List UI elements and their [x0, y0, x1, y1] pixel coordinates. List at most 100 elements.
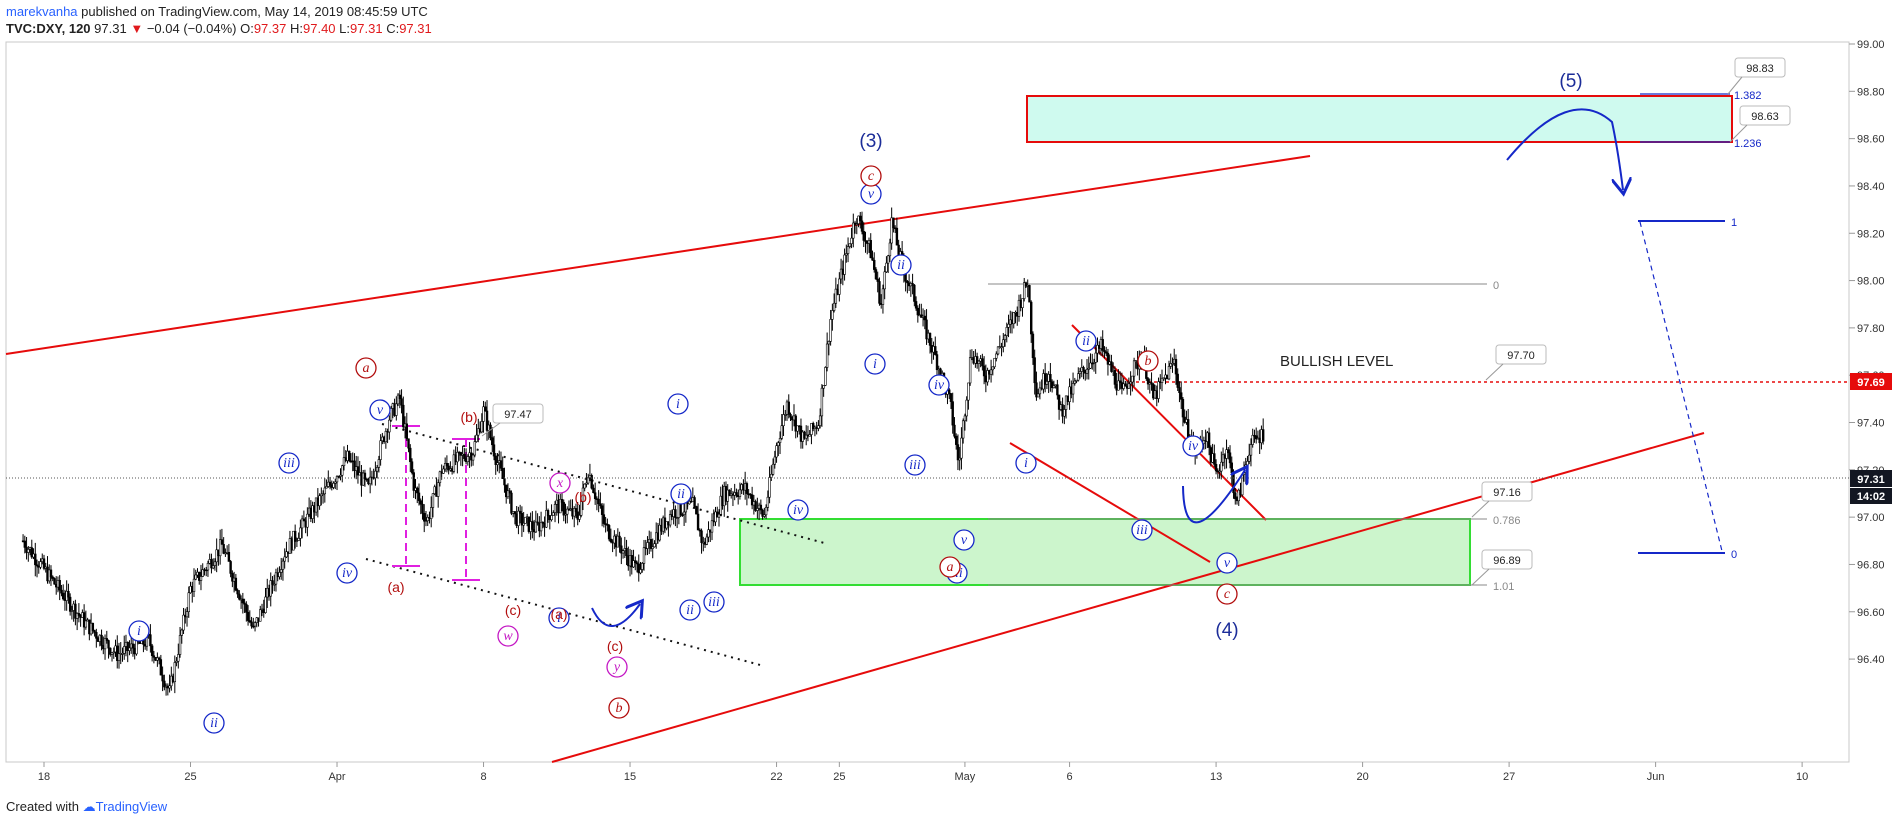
candle-body [886, 255, 890, 264]
callout-9883[interactable]: 98.83 [1727, 57, 1786, 95]
candle-body [1089, 362, 1092, 369]
candle-body [328, 481, 332, 486]
candle-body [977, 360, 981, 364]
low-value: 97.31 [350, 21, 383, 36]
candle-body [484, 406, 487, 412]
candle-body [205, 569, 208, 572]
candle-body [949, 393, 953, 402]
x-tick-label: 13 [1210, 771, 1222, 783]
fib-label-0786: 0.786 [1493, 515, 1521, 527]
candle-body [651, 546, 654, 549]
candle-body [299, 527, 302, 539]
projection-arrow-2[interactable] [1182, 470, 1245, 524]
candle-body [717, 513, 721, 518]
dotted-channel-lower[interactable] [365, 558, 765, 667]
candle-body [878, 281, 881, 304]
candle-body [784, 414, 787, 416]
tradingview-brand[interactable]: TradingView [95, 799, 168, 814]
candle-body [109, 647, 112, 655]
candle-body [293, 530, 297, 542]
candle-body [811, 423, 815, 429]
candle-body [1085, 369, 1089, 374]
wedge-lower-line[interactable] [1009, 442, 1211, 563]
author-link[interactable]: marekvanha [6, 4, 78, 19]
symbol-label[interactable]: TVC:DXY, 120 [6, 21, 91, 36]
y-tick-label: 97.80 [1857, 323, 1885, 335]
candle-body [1230, 462, 1233, 474]
candle-body [1033, 357, 1036, 384]
candle-body [185, 611, 189, 618]
candle-body [696, 513, 700, 531]
wave-label-blue: v [1224, 556, 1231, 571]
candle-body [39, 561, 42, 568]
candle-body [621, 550, 625, 554]
x-tick-label: Jun [1647, 771, 1665, 783]
candle-body [82, 612, 86, 628]
candle-body [1150, 382, 1153, 385]
candle-body [848, 243, 852, 247]
candle-body [850, 237, 853, 245]
candle-body [238, 593, 241, 600]
wave-label-blue: iv [934, 378, 945, 393]
wave-label-blue-ring [548, 607, 570, 629]
bullish-level-text: BULLISH LEVEL [1280, 353, 1393, 370]
candle-body [827, 341, 831, 345]
candle-body [409, 447, 412, 463]
candle-body [128, 647, 131, 651]
candle-body [843, 254, 846, 275]
projection-arrow-1[interactable] [591, 604, 640, 627]
candle-body [1174, 358, 1178, 375]
y-tick-label: 98.20 [1857, 228, 1885, 240]
candle-body [923, 315, 927, 321]
candle-body [245, 603, 248, 613]
candle-body [916, 307, 920, 316]
projection-dashed-line[interactable] [1639, 221, 1723, 552]
support-zone[interactable] [739, 518, 1471, 586]
candle-body [585, 482, 588, 485]
wave-label-magenta: y [612, 660, 621, 675]
wave-label-blue: ii [897, 258, 905, 273]
target-zone[interactable] [1026, 95, 1733, 143]
candle-body [252, 625, 255, 628]
candle-body [845, 253, 848, 256]
plot-area[interactable] [5, 41, 1850, 763]
projection-label-0: 0 [1731, 549, 1737, 561]
time-axis[interactable]: 18 25 Apr 8 15 22 25 May 6 13 20 27 Jun 10 [38, 762, 1808, 783]
candle-body [278, 572, 281, 578]
candle-body [1113, 370, 1117, 385]
candle-body [1202, 440, 1206, 444]
callout-9689[interactable]: 96.89 [1471, 549, 1533, 586]
candle-body [996, 346, 1000, 355]
wave-label-blue: iv [342, 566, 353, 581]
candle-body [1249, 444, 1253, 456]
candle-body [149, 634, 152, 647]
candle-body [1218, 470, 1221, 473]
current-price-tag: 97.31 [1850, 470, 1892, 487]
candle-body [1021, 298, 1024, 308]
candle-body [1077, 373, 1080, 381]
candle-body [388, 419, 391, 433]
callout-9716[interactable]: 97.16 [1471, 481, 1533, 518]
candle-body [1017, 299, 1021, 317]
candle-body [1101, 339, 1104, 351]
candle-body [524, 516, 527, 524]
candle-body [513, 511, 517, 515]
y-tick-label: 96.40 [1857, 654, 1885, 666]
callout-9770[interactable]: 97.70 [1485, 344, 1547, 381]
wave-label-red-ring [608, 697, 630, 719]
candle-body [95, 632, 98, 639]
callout-9863[interactable]: 98.63 [1729, 105, 1791, 143]
candle-body [883, 271, 886, 290]
channel-upper-line[interactable] [5, 155, 1311, 355]
y-tick-label: 96.60 [1857, 607, 1885, 619]
countdown-tag-text: 14:02 [1857, 491, 1885, 503]
callout-9747[interactable]: 97.47 [481, 403, 544, 437]
projection-arrow-3[interactable] [1506, 108, 1623, 190]
candlestick-series[interactable] [21, 207, 1265, 696]
wave-label-red: a [363, 361, 370, 376]
current-price-tag-text: 97.31 [1857, 474, 1885, 486]
candle-body [363, 472, 367, 480]
price-axis[interactable]: 99.0098.8098.6098.4098.2098.0097.8097.60… [1849, 39, 1885, 666]
candle-body [1146, 378, 1150, 385]
